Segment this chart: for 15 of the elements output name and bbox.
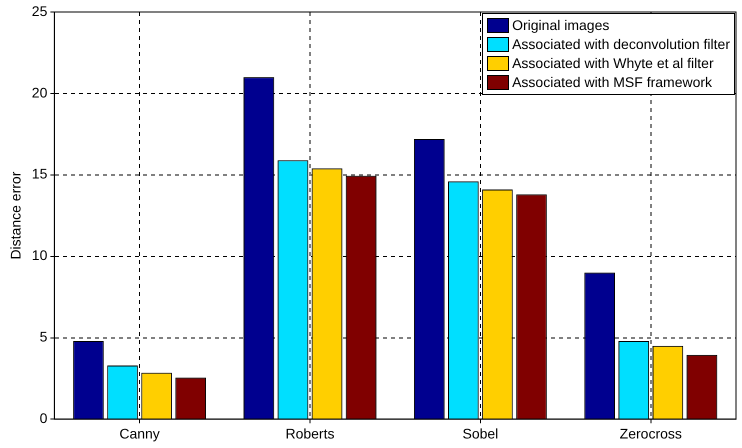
legend-label: Associated with Whyte et al filter — [512, 54, 714, 73]
legend-label: Associated with deconvolution filter — [512, 35, 730, 54]
y-tick-label: 25 — [32, 2, 48, 19]
x-tick-label: Zerocross — [620, 425, 682, 442]
y-tick-label: 20 — [32, 84, 48, 100]
y-tick-label: 15 — [32, 166, 48, 182]
y-axis-title: Distance error — [7, 171, 24, 260]
x-tick-label: Sobel — [462, 425, 498, 442]
y-tick-label: 0 — [40, 410, 48, 426]
y-tick-label: 10 — [32, 247, 48, 264]
y-tick-label: 5 — [40, 328, 48, 345]
legend-label: Original images — [512, 16, 610, 35]
x-tick-label: Roberts — [285, 425, 334, 442]
legend-label: Associated with MSF framework — [512, 73, 712, 92]
x-tick-label: Canny — [119, 425, 160, 442]
